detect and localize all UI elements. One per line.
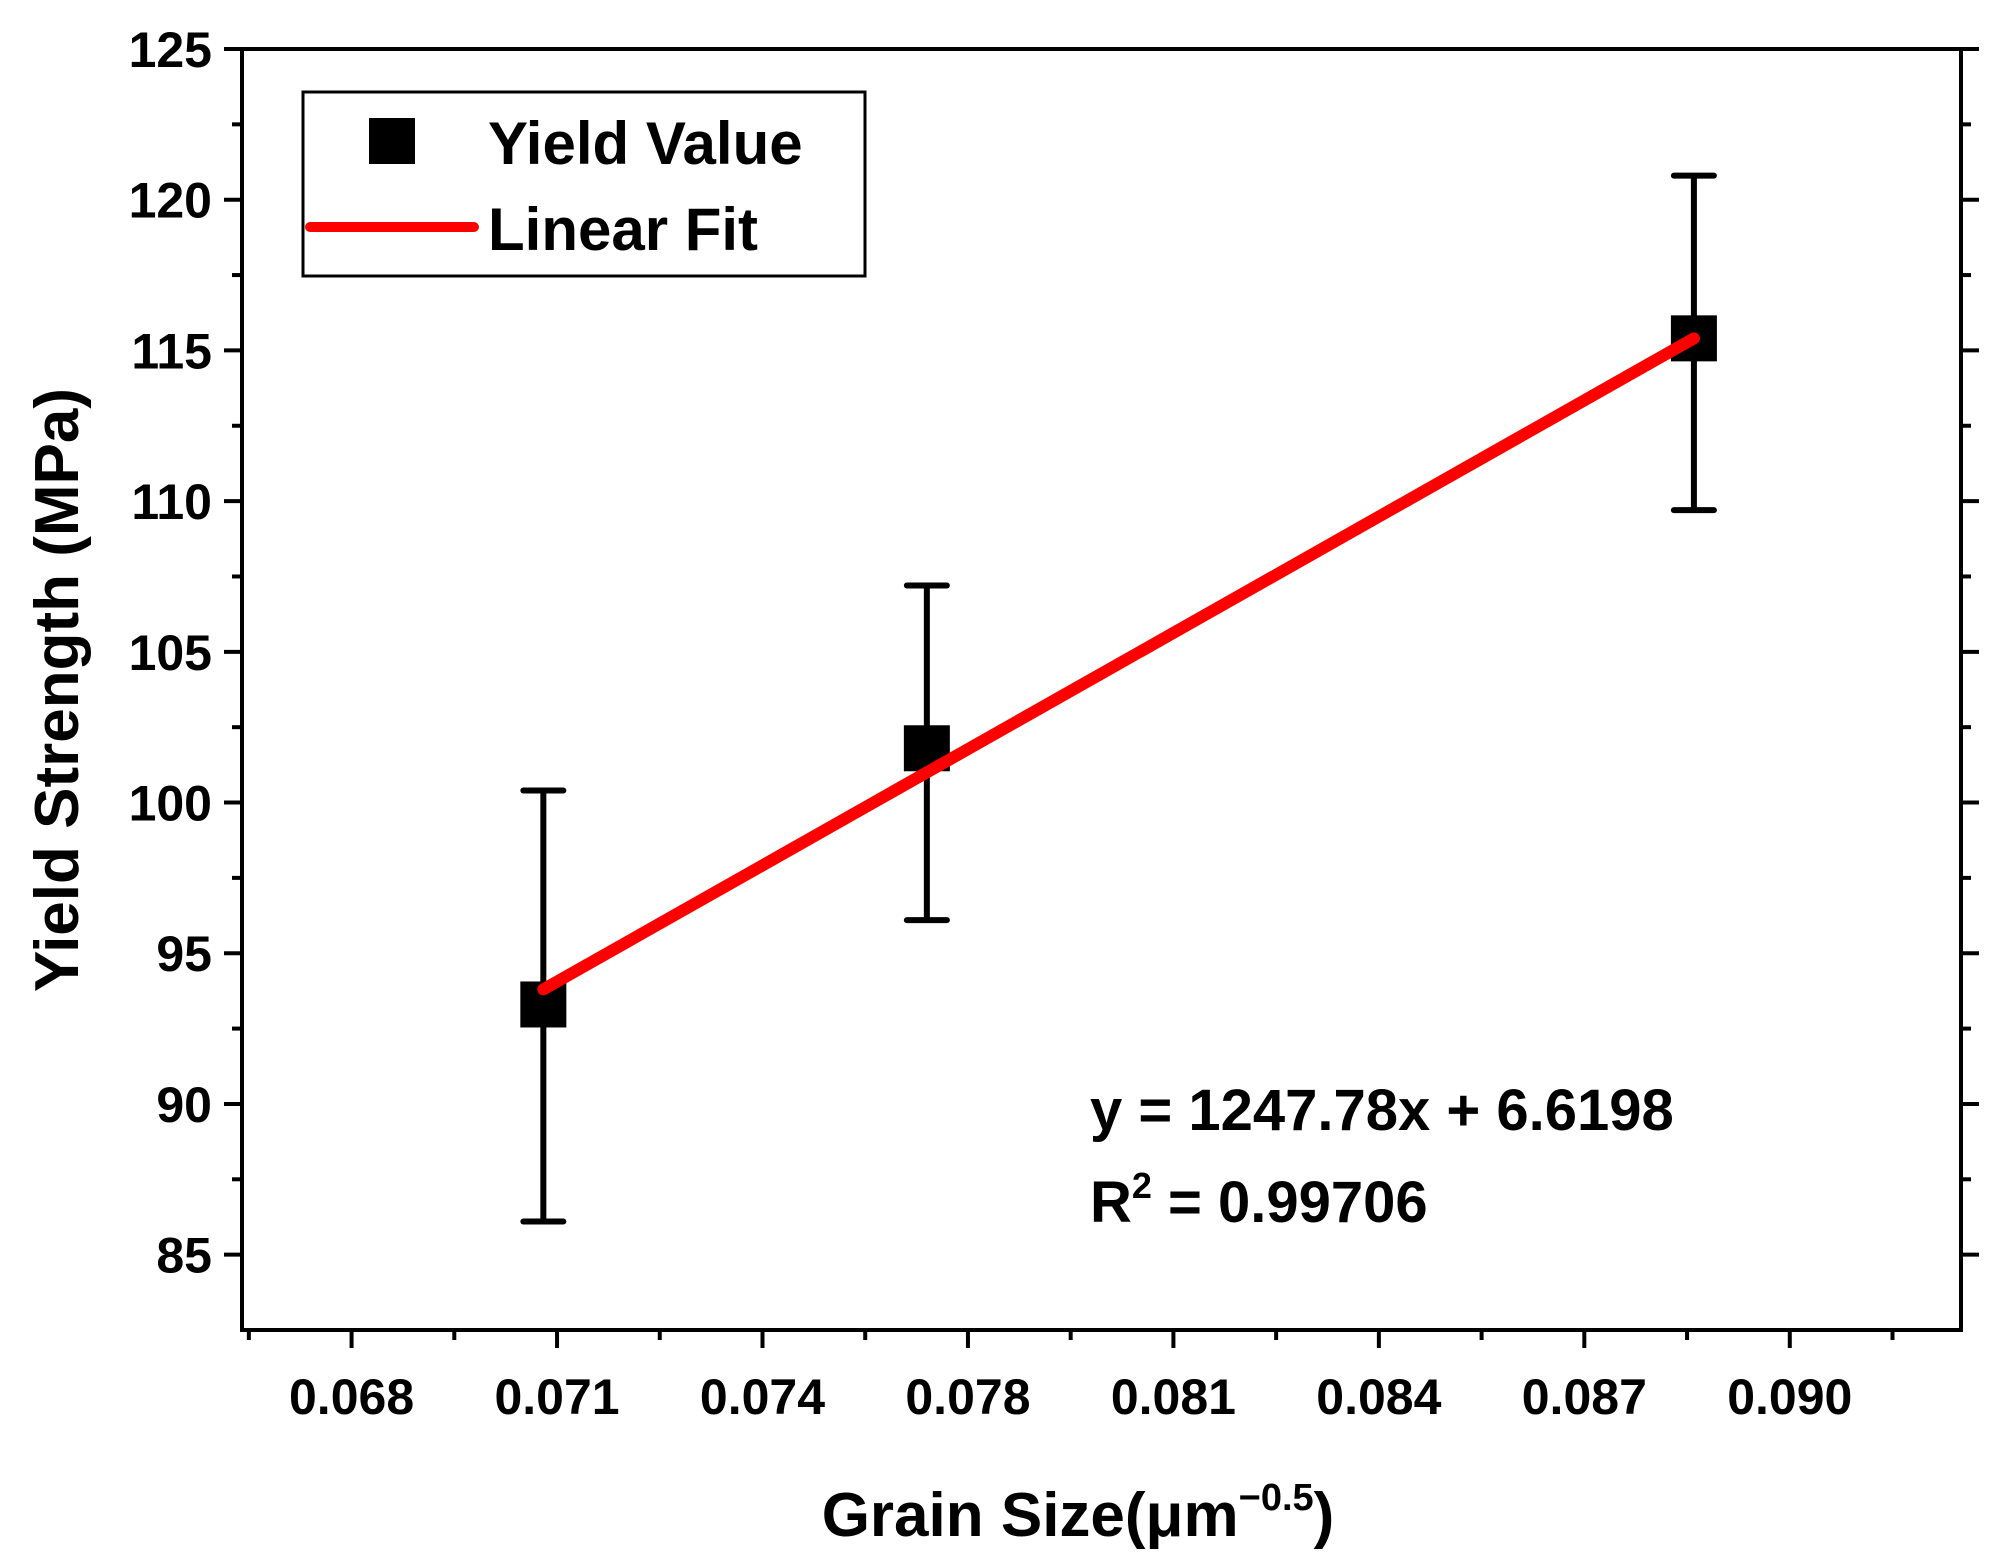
x-tick-label: 0.090	[1727, 1369, 1852, 1425]
fit-r-squared: R2 = 0.99706	[1090, 1165, 1428, 1235]
fit-equation: y = 1247.78x + 6.6198	[1090, 1078, 1674, 1143]
linear-fit-line	[537, 332, 1700, 996]
legend-marker-square	[369, 118, 415, 164]
plot-frame	[240, 47, 1963, 1332]
x-tick-label: 0.074	[700, 1369, 825, 1425]
y-tick-label: 100	[129, 776, 212, 832]
legend: Yield Value Linear Fit	[301, 90, 867, 278]
y-tick-label: 95	[156, 926, 212, 982]
x-tick-label: 0.084	[1316, 1369, 1441, 1425]
linear-fit-layer	[537, 332, 1700, 996]
axis-ticks	[224, 47, 1979, 1348]
x-tick-label: 0.068	[289, 1369, 414, 1425]
y-axis-label: Yield Strength (MPa)	[23, 388, 92, 992]
x-axis-label: Grain Size(μm−0.5)	[822, 1477, 1335, 1550]
x-tick-label: 0.078	[905, 1369, 1030, 1425]
y-tick-label: 115	[131, 323, 212, 379]
y-tick-label: 125	[129, 22, 212, 78]
y-tick-label: 90	[156, 1077, 212, 1133]
y-tick-label: 85	[156, 1228, 212, 1284]
y-tick-label: 110	[131, 474, 212, 530]
legend-label-linear-fit: Linear Fit	[488, 196, 758, 263]
x-tick-label: 0.087	[1522, 1369, 1647, 1425]
legend-label-yield-value: Yield Value	[488, 110, 803, 177]
x-tick-label: 0.081	[1111, 1369, 1236, 1425]
tick-labels: 85 90 95 100 105 110 115 120 125 0.068 0.071 0.074 0…	[129, 22, 1853, 1425]
x-tick-label: 0.071	[494, 1369, 619, 1425]
y-tick-label: 105	[129, 625, 212, 681]
y-tick-label: 120	[129, 173, 212, 229]
data-points-layer	[520, 172, 1717, 1225]
